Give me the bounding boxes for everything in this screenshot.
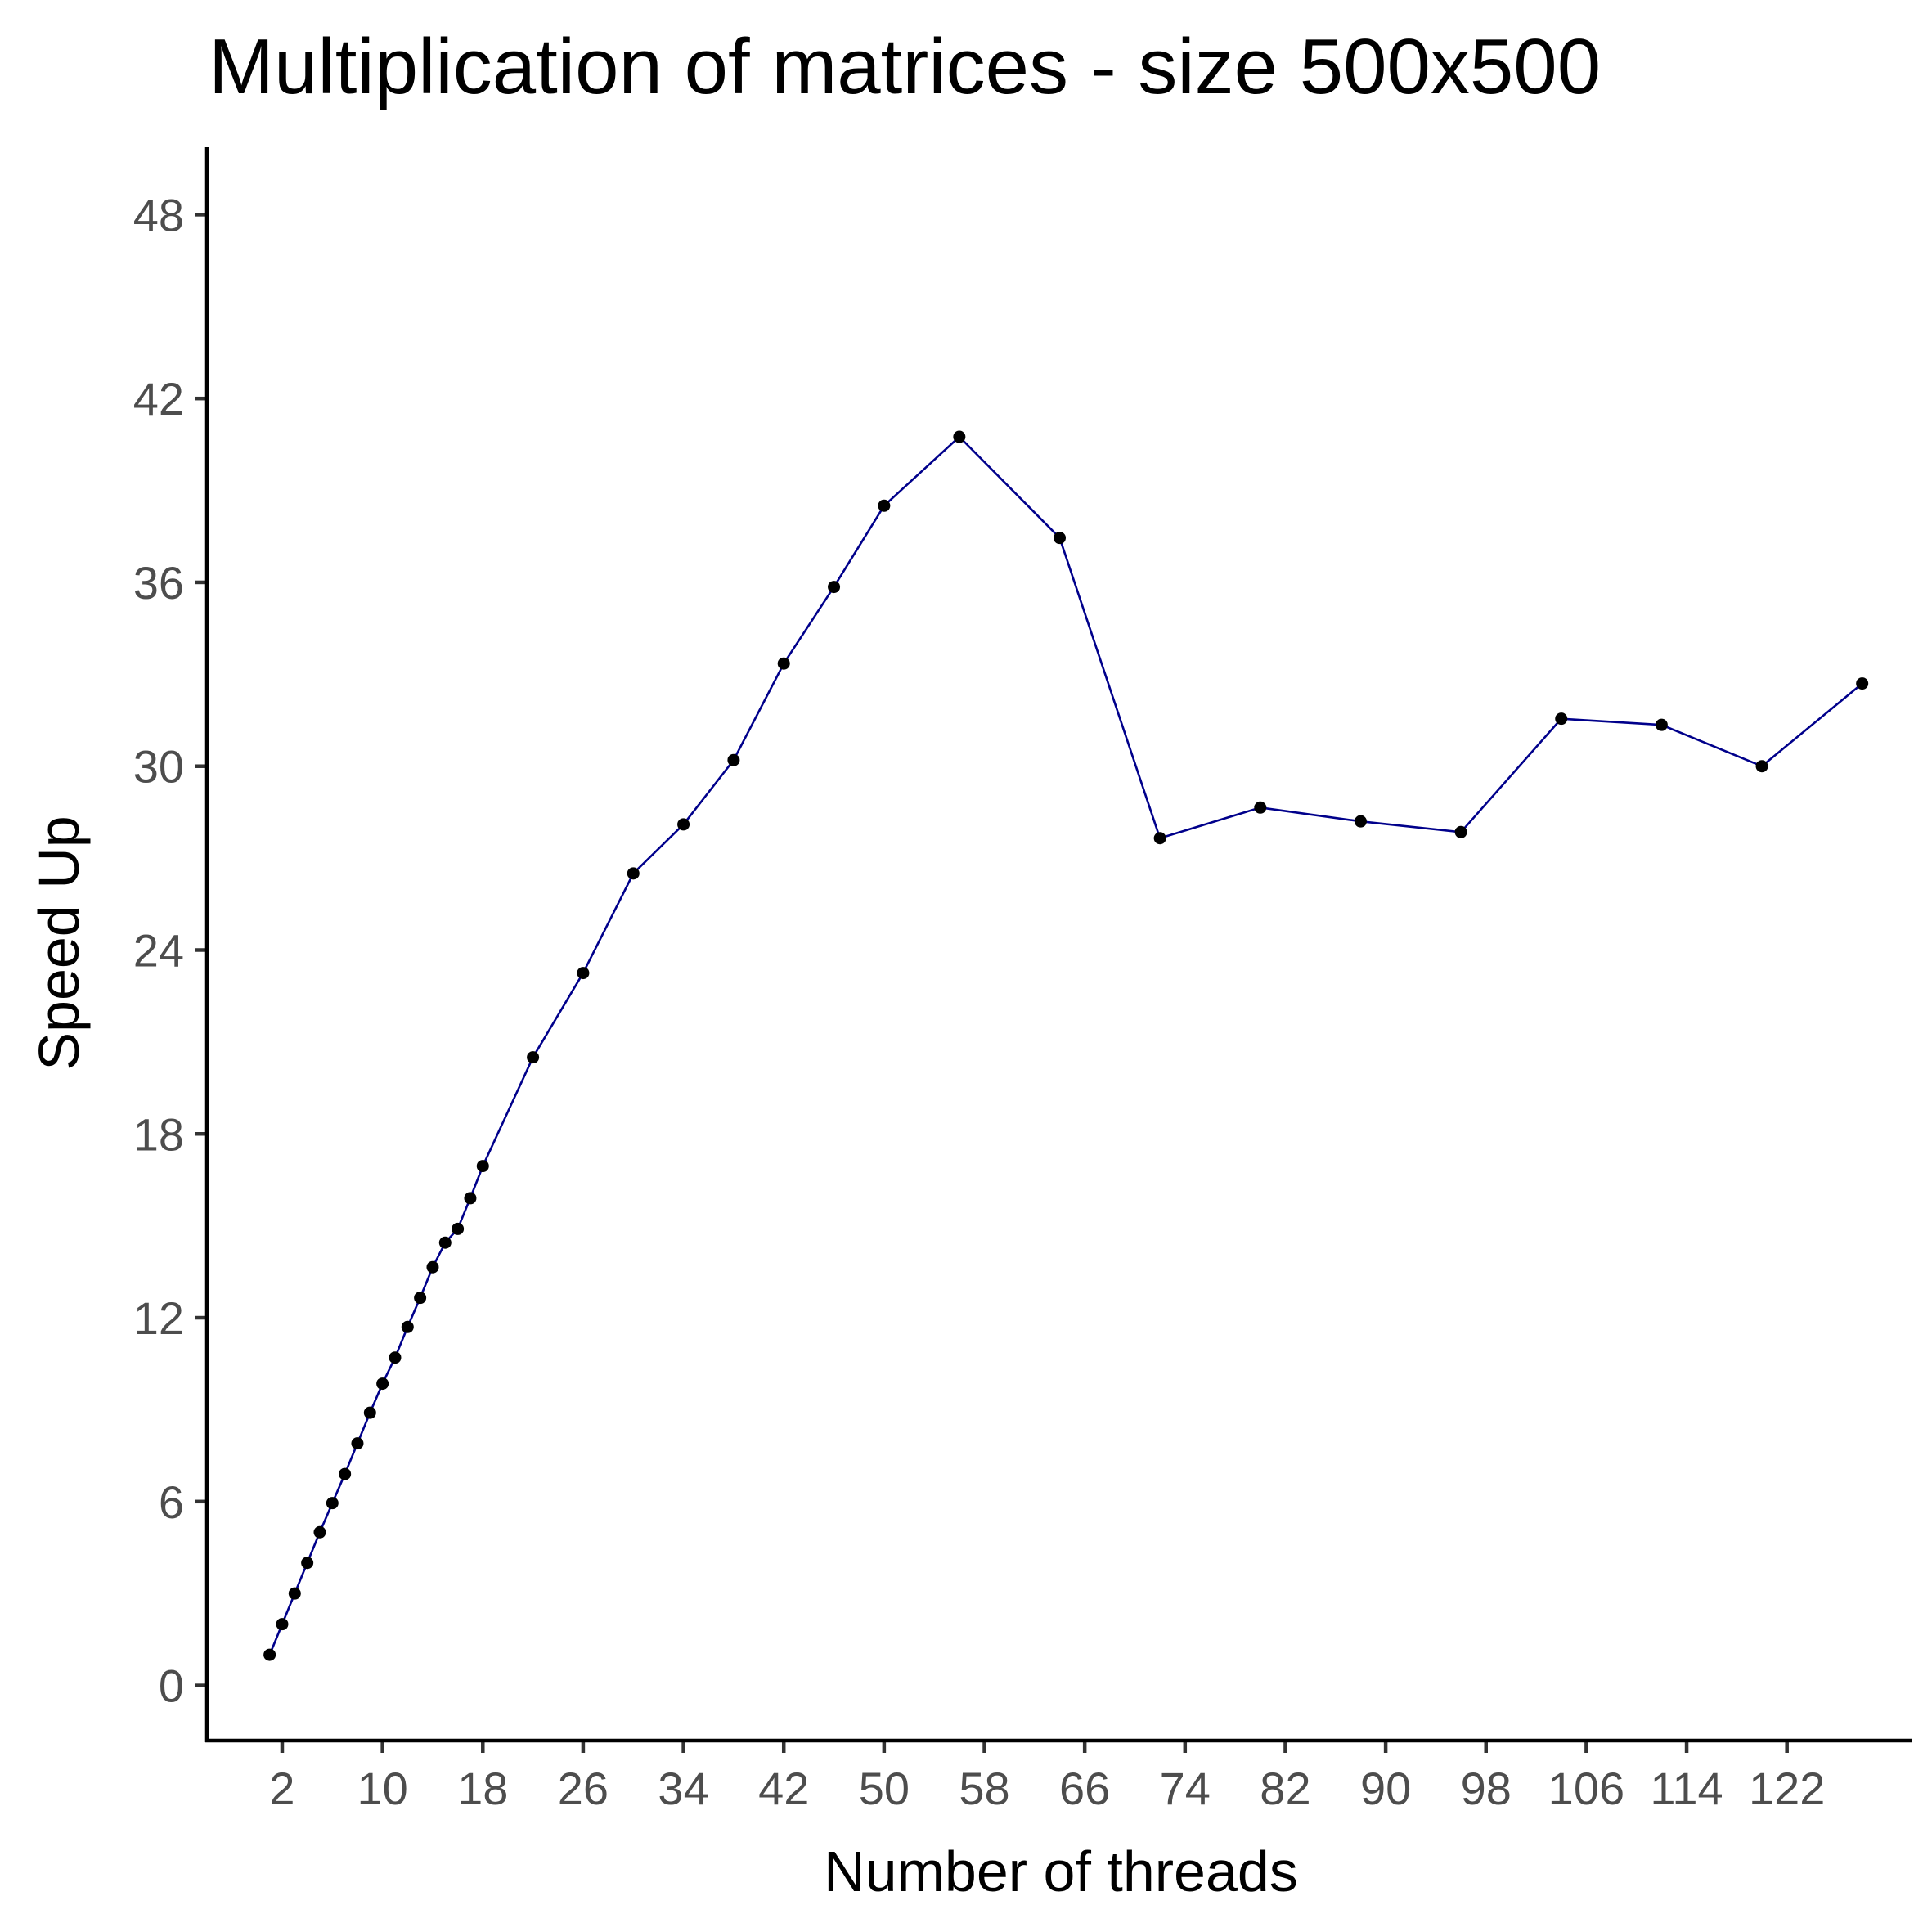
series-line [268, 435, 1863, 1656]
x-axis-title: Number of threads [824, 1840, 1298, 1903]
data-point [1655, 718, 1668, 731]
data-point [464, 1192, 477, 1205]
y-tick-label: 18 [133, 1108, 184, 1160]
y-tick-label: 42 [133, 373, 184, 425]
x-tick-label: 74 [1160, 1763, 1211, 1814]
data-point [527, 1051, 540, 1064]
y-axis-ticks: 0 6 12 18 24 30 36 42 48 [133, 189, 207, 1712]
x-tick-label: 90 [1360, 1763, 1411, 1814]
x-tick-label: 106 [1548, 1763, 1624, 1814]
x-tick-label: 122 [1749, 1763, 1825, 1814]
x-tick-label: 98 [1461, 1763, 1512, 1814]
data-point [1454, 825, 1467, 838]
data-point [363, 1406, 376, 1419]
data-point [313, 1525, 326, 1539]
data-point [627, 867, 640, 880]
data-point [263, 1648, 276, 1661]
data-point [351, 1437, 364, 1450]
y-tick-label: 0 [159, 1660, 184, 1712]
x-tick-label: 42 [758, 1763, 809, 1814]
x-axis-ticks: 2 10 18 26 34 42 50 58 66 74 82 90 98 106 114 122 [269, 1741, 1825, 1814]
data-point [276, 1618, 289, 1631]
data-point [828, 581, 841, 594]
data-point [326, 1497, 339, 1510]
data-point [1054, 532, 1066, 545]
y-tick-label: 6 [159, 1476, 184, 1528]
x-tick-label: 114 [1650, 1763, 1723, 1814]
x-tick-label: 58 [959, 1763, 1009, 1814]
x-tick-label: 26 [558, 1763, 609, 1814]
data-point [878, 499, 891, 512]
y-tick-label: 48 [133, 189, 184, 240]
data-point [301, 1557, 314, 1570]
y-tick-label: 36 [133, 557, 184, 609]
data-point [389, 1351, 402, 1364]
x-tick-label: 82 [1260, 1763, 1310, 1814]
data-point [1254, 801, 1267, 814]
data-point [1856, 677, 1869, 690]
data-point [414, 1292, 427, 1305]
data-point [1555, 712, 1568, 726]
data-point [452, 1222, 465, 1235]
data-point [438, 1236, 452, 1249]
data-point [577, 967, 590, 980]
data-points [263, 430, 1869, 1661]
x-tick-label: 2 [269, 1763, 294, 1814]
data-point [376, 1377, 389, 1391]
data-point [1354, 815, 1367, 828]
data-point [727, 753, 740, 766]
y-tick-label: 24 [133, 924, 184, 976]
x-tick-label: 10 [357, 1763, 407, 1814]
data-point [401, 1320, 414, 1333]
chart-title: Multiplication of matrices - size 500x50… [209, 23, 1601, 110]
y-tick-label: 12 [133, 1292, 184, 1344]
x-tick-label: 66 [1059, 1763, 1110, 1814]
x-tick-label: 18 [457, 1763, 508, 1814]
data-point [677, 818, 690, 831]
data-point [1755, 760, 1768, 773]
data-point [1153, 832, 1166, 845]
y-tick-label: 30 [133, 741, 184, 793]
data-point [288, 1587, 301, 1600]
x-tick-label: 50 [859, 1763, 910, 1814]
data-point [953, 430, 966, 443]
x-tick-label: 34 [658, 1763, 708, 1814]
y-axis-title: Speed Up [27, 815, 91, 1070]
data-point [426, 1260, 439, 1274]
data-point [777, 657, 790, 670]
data-point [476, 1160, 489, 1173]
data-point [339, 1467, 352, 1480]
